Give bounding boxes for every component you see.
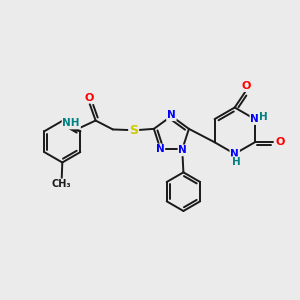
Text: H: H [232,157,240,167]
Text: N: N [167,110,176,120]
Text: NH: NH [62,118,80,128]
Text: N: N [156,145,164,154]
Text: O: O [242,81,251,91]
Text: CH₃: CH₃ [52,179,71,190]
Text: S: S [129,124,138,136]
Text: N: N [178,145,187,155]
Text: N: N [250,114,259,124]
Text: H: H [259,112,268,122]
Text: O: O [84,93,94,103]
Text: O: O [275,137,284,147]
Text: N: N [230,149,239,159]
